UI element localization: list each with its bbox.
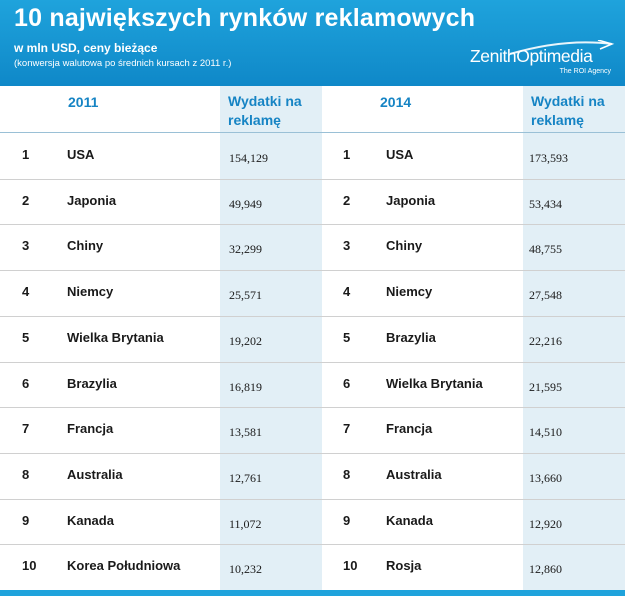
value-column-shade-2014 bbox=[523, 86, 625, 590]
value-cell: 53,434 bbox=[529, 196, 562, 211]
country-cell: Chiny bbox=[67, 238, 104, 254]
rank-cell: 2 bbox=[343, 192, 351, 208]
table-header-row: 2011 Wydatki na reklamę 2014 Wydatki na … bbox=[0, 86, 625, 132]
value-cell: 13,581 bbox=[229, 425, 262, 440]
country-cell: Japonia bbox=[67, 192, 117, 208]
table-row: 8 Australia 12,761 8 Australia 13,660 bbox=[0, 453, 625, 499]
table-row: 6 Brazylia 16,819 6 Wielka Brytania 21,595 bbox=[0, 362, 625, 408]
row-divider bbox=[0, 224, 625, 226]
rank-cell: 8 bbox=[343, 466, 351, 482]
value-cell: 32,299 bbox=[229, 242, 262, 257]
chart-subtitle: w mln USD, ceny bieżące bbox=[14, 41, 158, 55]
row-divider bbox=[0, 270, 625, 272]
rank-cell: 9 bbox=[343, 512, 351, 528]
rank-cell: 3 bbox=[343, 238, 351, 254]
rank-cell: 5 bbox=[22, 329, 30, 345]
country-cell: USA bbox=[386, 147, 414, 162]
header-spend-2014: Wydatki na reklamę bbox=[531, 93, 605, 128]
rank-cell: 7 bbox=[343, 421, 351, 437]
header-divider bbox=[0, 132, 625, 133]
value-cell: 16,819 bbox=[229, 379, 262, 394]
country-cell: USA bbox=[67, 147, 95, 162]
value-cell: 25,571 bbox=[229, 288, 262, 303]
value-cell: 11,072 bbox=[229, 516, 262, 531]
rank-cell: 8 bbox=[22, 466, 30, 482]
table-row: 4 Niemcy 25,571 4 Niemcy 27,548 bbox=[0, 270, 625, 316]
value-cell: 21,595 bbox=[529, 379, 562, 394]
rank-cell: 6 bbox=[343, 375, 351, 391]
header-spend-2011: Wydatki na reklamę bbox=[228, 93, 302, 128]
chart-title: 10 największych rynków reklamowych bbox=[14, 4, 476, 32]
rank-cell: 2 bbox=[22, 192, 30, 208]
logo-tagline: The ROI Agency bbox=[559, 68, 611, 75]
rank-cell: 6 bbox=[22, 375, 30, 391]
rank-cell: 1 bbox=[343, 147, 351, 162]
value-cell: 48,755 bbox=[529, 242, 562, 257]
logo-name: ZenithOptimedia bbox=[470, 46, 593, 66]
country-cell: Brazylia bbox=[67, 375, 117, 391]
country-cell: Australia bbox=[67, 466, 123, 482]
row-divider bbox=[0, 544, 625, 546]
logo-swoosh-icon bbox=[509, 40, 615, 55]
table-row: 10 Korea Południowa 10,232 10 Rosja 12,860 bbox=[0, 544, 625, 590]
country-cell: Niemcy bbox=[67, 284, 114, 300]
value-cell: 14,510 bbox=[529, 425, 562, 440]
value-cell: 19,202 bbox=[229, 333, 262, 348]
country-cell: Wielka Brytania bbox=[67, 329, 164, 345]
value-cell: 173,593 bbox=[529, 151, 568, 165]
country-cell: Rosja bbox=[386, 558, 422, 574]
country-cell: Brazylia bbox=[386, 329, 436, 345]
rankings-table: 2011 Wydatki na reklamę 2014 Wydatki na … bbox=[0, 86, 625, 591]
row-divider bbox=[0, 407, 625, 409]
rank-cell: 5 bbox=[343, 329, 351, 345]
rank-cell: 4 bbox=[22, 284, 30, 300]
table-row: 2 Japonia 49,949 2 Japonia 53,434 bbox=[0, 179, 625, 225]
bottom-accent-bar bbox=[0, 590, 625, 596]
table-row: 1 USA 154,129 1 USA 173,593 bbox=[0, 133, 625, 179]
value-cell: 27,548 bbox=[529, 288, 562, 303]
country-cell: Wielka Brytania bbox=[386, 375, 483, 391]
header-year-2011: 2011 bbox=[68, 94, 99, 110]
rank-cell: 10 bbox=[22, 558, 37, 574]
value-cell: 13,660 bbox=[529, 470, 562, 485]
rank-cell: 7 bbox=[22, 421, 30, 437]
value-cell: 12,920 bbox=[529, 516, 562, 531]
row-divider bbox=[0, 498, 625, 500]
table-row: 9 Kanada 11,072 9 Kanada 12,920 bbox=[0, 499, 625, 545]
rank-cell: 10 bbox=[343, 558, 358, 574]
row-divider bbox=[0, 361, 625, 363]
rank-cell: 4 bbox=[343, 284, 351, 300]
table-row: 3 Chiny 32,299 3 Chiny 48,755 bbox=[0, 224, 625, 270]
country-cell: Japonia bbox=[386, 192, 436, 208]
country-cell: Kanada bbox=[67, 512, 114, 528]
value-cell: 49,949 bbox=[229, 196, 262, 211]
table-row: 7 Francja 13,581 7 Francja 14,510 bbox=[0, 407, 625, 453]
table-row: 5 Wielka Brytania 19,202 5 Brazylia 22,216 bbox=[0, 316, 625, 362]
rank-cell: 3 bbox=[22, 238, 30, 254]
zenithoptimedia-logo: ZenithOptimedia The ROI Agency bbox=[470, 40, 615, 80]
country-cell: Niemcy bbox=[386, 284, 433, 300]
country-cell: Francja bbox=[67, 421, 114, 437]
country-cell: Korea Południowa bbox=[67, 558, 181, 574]
rank-cell: 1 bbox=[22, 147, 30, 162]
row-divider bbox=[0, 452, 625, 454]
header-year-2014: 2014 bbox=[380, 94, 412, 110]
header-band: 10 największych rynków reklamowych w mln… bbox=[0, 0, 625, 86]
value-cell: 154,129 bbox=[229, 151, 268, 165]
country-cell: Francja bbox=[386, 421, 433, 437]
country-cell: Chiny bbox=[386, 238, 423, 254]
value-cell: 22,216 bbox=[529, 333, 562, 348]
row-divider bbox=[0, 315, 625, 317]
value-cell: 12,761 bbox=[229, 470, 262, 485]
rank-cell: 9 bbox=[22, 512, 30, 528]
chart-note: (konwersja walutowa po średnich kursach … bbox=[14, 58, 232, 69]
row-divider bbox=[0, 178, 625, 180]
value-column-shade-2011 bbox=[220, 86, 322, 590]
value-cell: 12,860 bbox=[529, 562, 562, 577]
country-cell: Kanada bbox=[386, 512, 433, 528]
country-cell: Australia bbox=[386, 466, 442, 482]
value-cell: 10,232 bbox=[229, 562, 262, 577]
